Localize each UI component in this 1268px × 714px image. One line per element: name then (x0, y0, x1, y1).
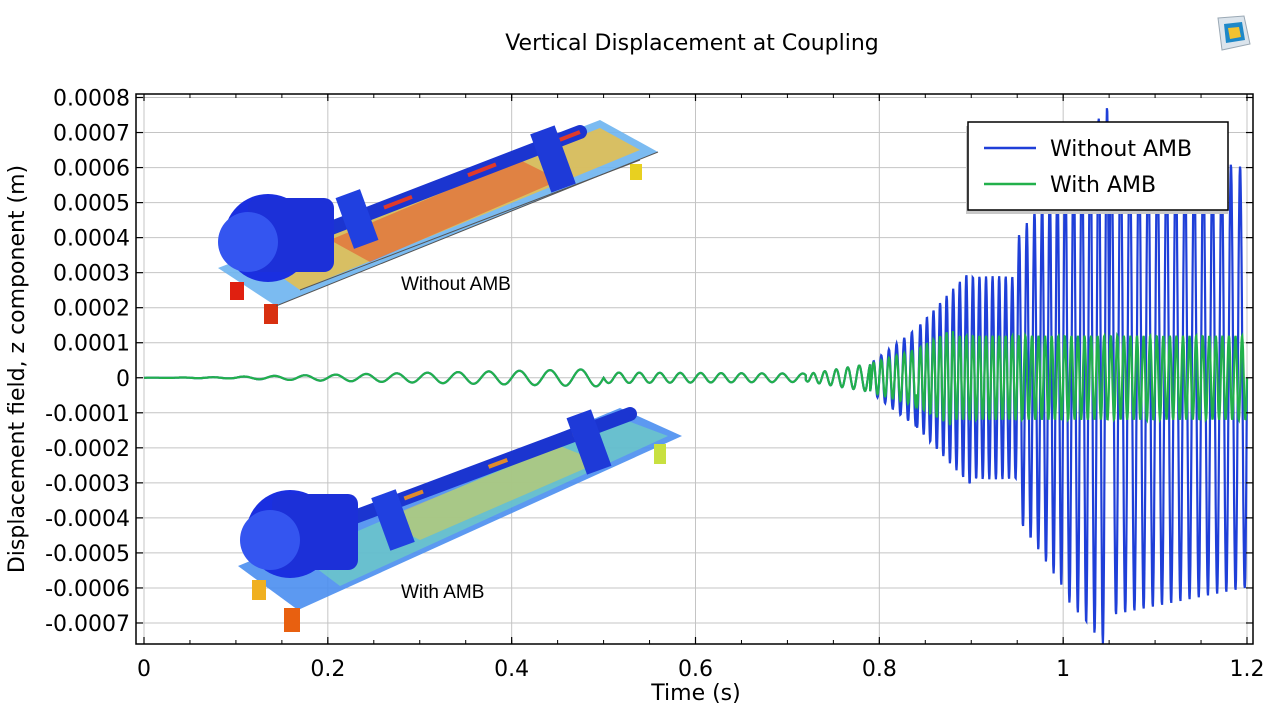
legend-label-with-amb: With AMB (1050, 173, 1156, 198)
y-tick-label: 0.0006 (53, 157, 130, 182)
x-tick-label: 1.2 (1230, 657, 1265, 682)
x-tick-label: 0.6 (678, 657, 713, 682)
plot-frame (135, 93, 1254, 645)
y-tick-label: 0.0005 (53, 192, 130, 217)
y-tick-label: -0.0001 (45, 402, 130, 427)
axis-ticks (136, 94, 1253, 644)
x-tick-label: 0.4 (494, 657, 529, 682)
y-tick-label: 0.0002 (53, 297, 130, 322)
series-lines (144, 108, 1249, 644)
x-tick-label: 0.2 (310, 657, 345, 682)
legend-label-without-amb: Without AMB (1050, 137, 1192, 162)
x-tick-label: 1 (1056, 657, 1070, 682)
series-line-with-amb (144, 331, 1249, 426)
x-tick-label: 0 (137, 657, 151, 682)
model-image-without-amb (218, 120, 659, 324)
legend: Without AMB With AMB (966, 121, 1229, 214)
y-tick-label: -0.0003 (45, 472, 130, 497)
annotation-without-amb: Without AMB (401, 274, 511, 295)
chart-title: Vertical Displacement at Coupling (505, 31, 879, 56)
app-logo-icon (1217, 15, 1251, 51)
y-tick-labels: 0.0008 0.0007 0.0006 0.0005 0.0004 0.0003 0.00… (45, 87, 130, 637)
x-axis-title: Time (s) (650, 681, 740, 706)
y-tick-label: 0.0003 (53, 262, 130, 287)
y-tick-label: 0.0008 (53, 87, 130, 112)
annotation-with-amb: With AMB (401, 582, 484, 603)
y-tick-label: -0.0004 (45, 507, 130, 532)
x-tick-label: 0.8 (862, 657, 897, 682)
y-tick-label: 0.0007 (53, 122, 130, 147)
y-tick-label: 0.0001 (53, 332, 130, 357)
y-tick-label: 0.0004 (53, 227, 130, 252)
x-tick-labels: 0 0.2 0.4 0.6 0.8 1 1.2 (137, 657, 1265, 682)
y-tick-label: 0 (116, 367, 130, 392)
y-tick-label: -0.0005 (45, 542, 130, 567)
y-axis-title: Displacement field, z component (m) (5, 165, 30, 573)
model-image-with-amb (238, 407, 682, 632)
y-tick-label: -0.0007 (45, 612, 130, 637)
y-tick-label: -0.0002 (45, 437, 130, 462)
y-tick-label: -0.0006 (45, 577, 130, 602)
